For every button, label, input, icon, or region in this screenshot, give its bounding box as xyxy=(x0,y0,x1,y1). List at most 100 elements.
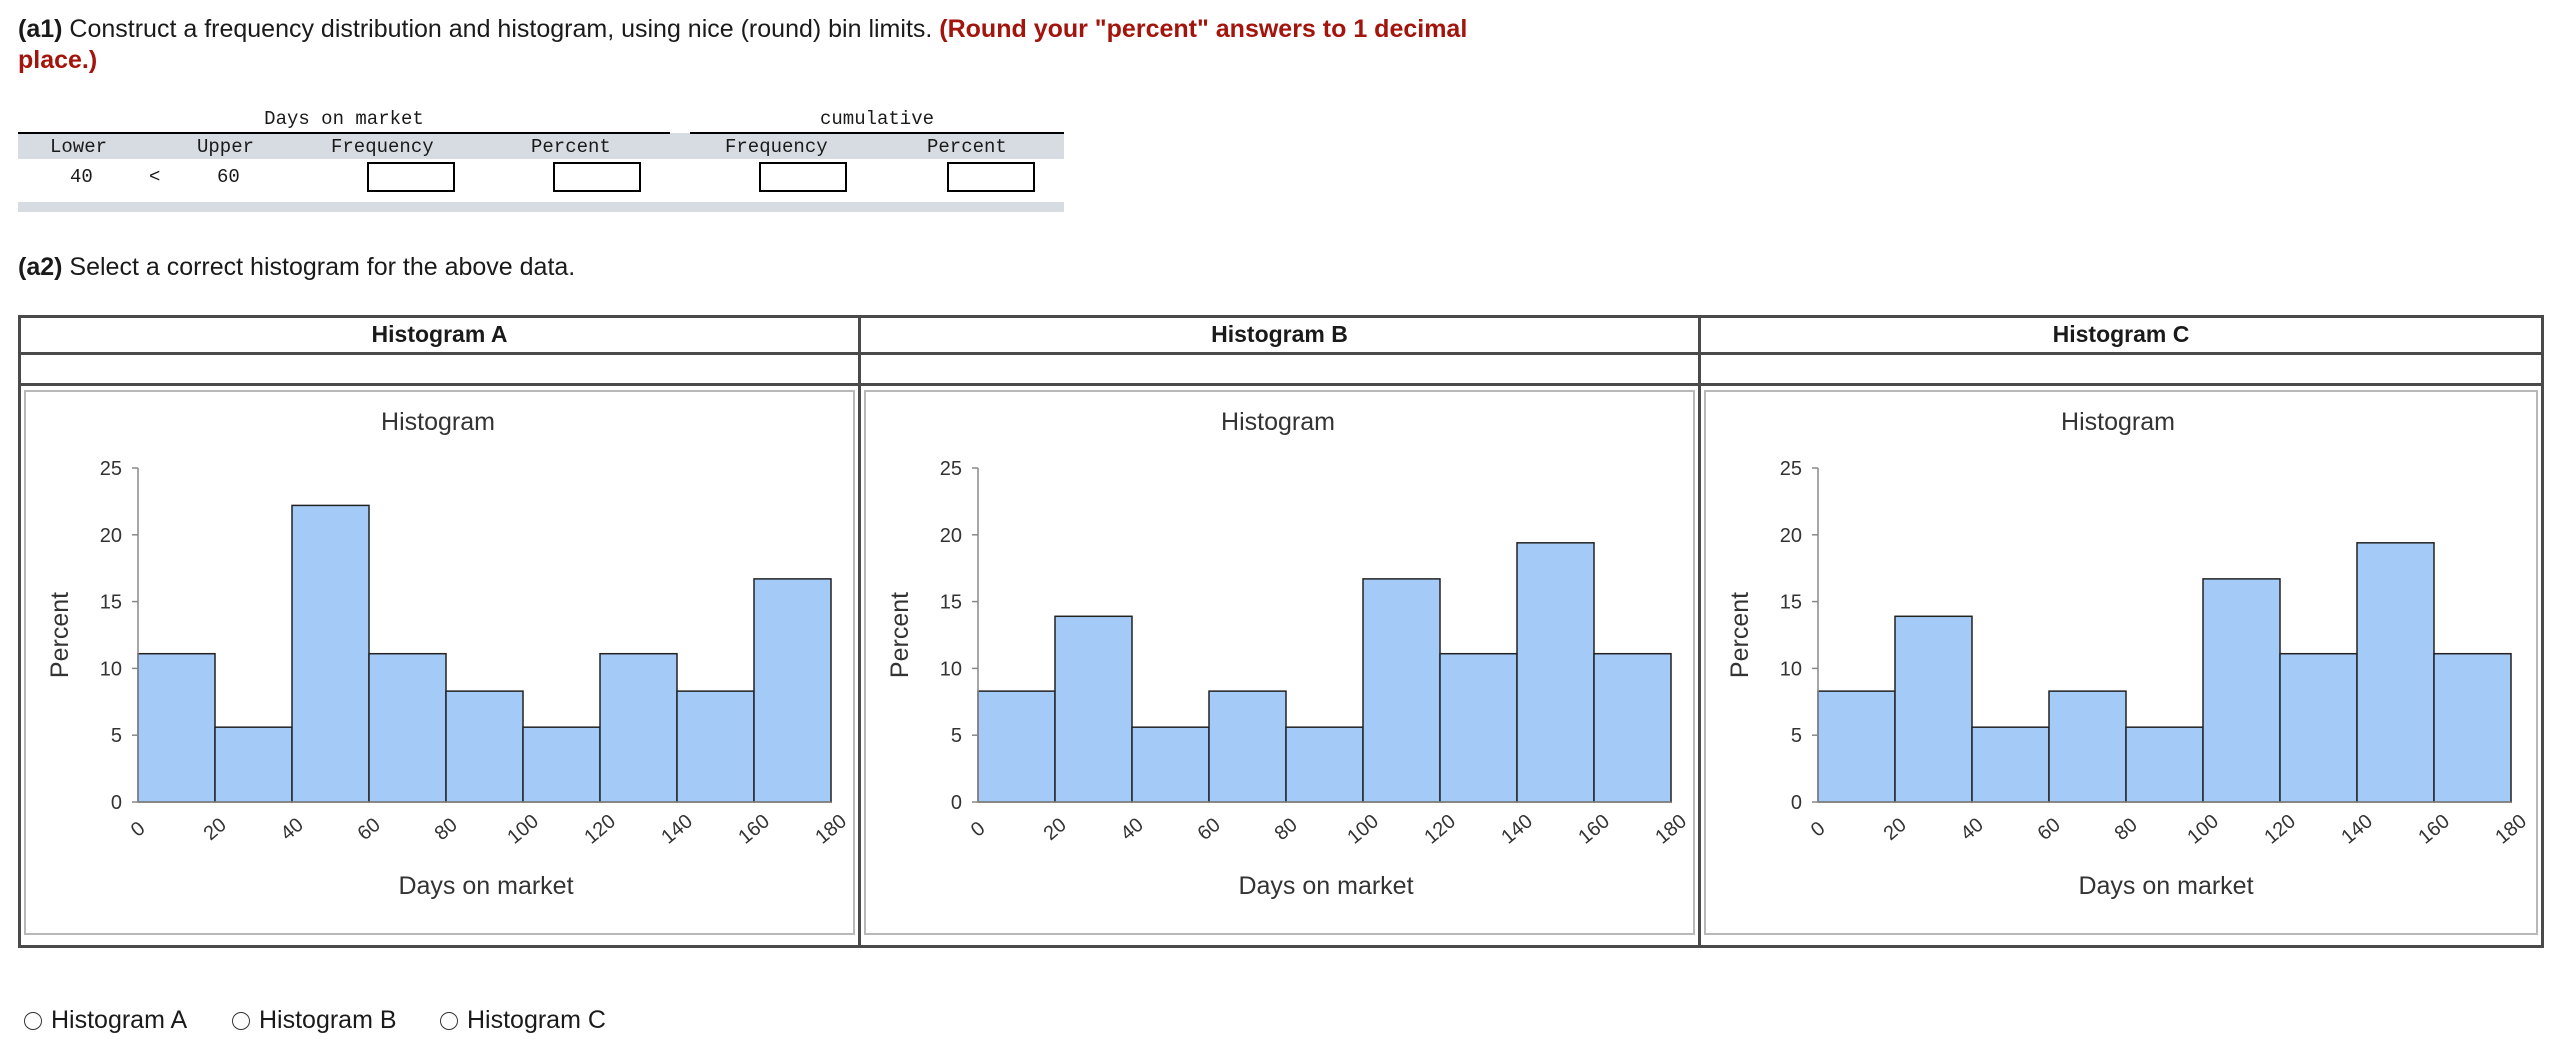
histogram-bar xyxy=(2356,542,2435,803)
y-tick-label: 20 xyxy=(1780,525,1802,547)
histogram-bar xyxy=(753,578,832,803)
x-tick-label: 20 xyxy=(200,814,231,845)
y-tick-label: 20 xyxy=(100,525,122,547)
x-tick-label: 20 xyxy=(1880,814,1911,845)
radio-histogram-b[interactable] xyxy=(232,1011,250,1030)
option-histogram-c[interactable]: Histogram C xyxy=(440,1006,606,1035)
y-tick-label: 10 xyxy=(100,658,122,680)
x-tick-label: 100 xyxy=(503,810,543,848)
x-tick-label: 120 xyxy=(2260,810,2300,848)
histogram-bar xyxy=(1817,690,1896,803)
question-a1-rounding-note: (Round your "percent" answers to 1 decim… xyxy=(18,15,1468,74)
histogram-bar xyxy=(368,652,447,803)
x-axis-label: Days on market xyxy=(398,872,573,900)
x-tick-label: 0 xyxy=(967,817,990,841)
cumulative-percent-input[interactable] xyxy=(947,162,1035,192)
histogram-a-panel: Histogram A Histogram 0 5 10 15 20 25 0 20 40 60 80… xyxy=(21,318,858,945)
row-less-than-sign: < xyxy=(149,166,161,188)
chart-title: Histogram xyxy=(381,408,495,436)
y-tick-label: 25 xyxy=(1780,458,1802,480)
y-tick-label: 10 xyxy=(1780,658,1802,680)
x-tick-label: 160 xyxy=(734,810,774,848)
grid-row-divider-1 xyxy=(21,352,2541,355)
question-a1-label: (a1) xyxy=(18,15,63,43)
histogram-bar xyxy=(1439,652,1518,803)
days-group-underline xyxy=(18,132,670,134)
percent-input[interactable] xyxy=(553,162,641,192)
y-axis-label: Percent xyxy=(46,592,74,678)
y-tick-label: 15 xyxy=(1780,592,1802,614)
frequency-table: Days on market cumulative Lower Upper Fr… xyxy=(18,108,1064,212)
option-histogram-b-label: Histogram B xyxy=(259,1006,397,1034)
x-tick-label: 40 xyxy=(277,814,308,845)
y-tick-label: 5 xyxy=(951,725,962,747)
x-tick-label: 60 xyxy=(1194,814,1225,845)
y-tick-label: 0 xyxy=(1791,792,1802,814)
x-tick-label: 20 xyxy=(1040,814,1071,845)
histogram-choices-grid: Histogram A Histogram 0 5 10 15 20 25 0 20 40 60 80… xyxy=(18,315,2544,948)
question-a2-label: (a2) xyxy=(18,253,63,281)
histogram-bar xyxy=(1131,726,1210,803)
x-tick-label: 80 xyxy=(431,814,462,845)
y-tick-label: 5 xyxy=(111,725,122,747)
histogram-b-header: Histogram B xyxy=(1211,321,1348,347)
histogram-c-header: Histogram C xyxy=(2052,321,2190,347)
histogram-bar xyxy=(2202,578,2281,803)
y-tick-label: 5 xyxy=(1791,725,1802,747)
histogram-bar xyxy=(1054,615,1133,803)
x-tick-label: 100 xyxy=(1343,810,1383,848)
row-upper-value: 60 xyxy=(217,166,240,188)
question-a2-text: Select a correct histogram for the above… xyxy=(62,253,576,281)
histogram-b-chart: Histogram 0 5 10 15 20 25 0 20 40 60 80 100 120 140 160… xyxy=(886,408,1691,900)
histogram-bar xyxy=(1208,690,1287,803)
header-cumulative-percent: Percent xyxy=(927,136,1007,158)
table-header-band xyxy=(18,133,1064,159)
histogram-bar xyxy=(599,652,678,803)
y-tick-label: 0 xyxy=(951,792,962,814)
grid-column-divider-2 xyxy=(1698,318,1701,945)
histogram-b-chart-frame: Histogram 0 5 10 15 20 25 0 20 40 60 80 100 120 140 160… xyxy=(864,390,1695,935)
histogram-bar xyxy=(1971,726,2050,803)
y-tick-label: 25 xyxy=(940,458,962,480)
x-tick-label: 180 xyxy=(2491,810,2531,848)
x-tick-label: 40 xyxy=(1117,814,1148,845)
histogram-c-chart-frame: Histogram 0 5 10 15 20 25 0 20 40 60 80 100 120 140 160… xyxy=(1704,390,2538,935)
header-cumulative-frequency: Frequency xyxy=(725,136,828,158)
cumulative-group-header: cumulative xyxy=(819,108,935,130)
x-tick-label: 140 xyxy=(2337,810,2377,848)
histogram-bar xyxy=(2279,652,2358,803)
histogram-a-chart-frame: Histogram 0 5 10 15 20 25 0 20 40 60 80 100 120 140 160… xyxy=(24,390,855,935)
y-tick-label: 10 xyxy=(940,658,962,680)
radio-histogram-c[interactable] xyxy=(440,1011,458,1030)
x-tick-label: 180 xyxy=(1651,810,1691,848)
chart-title: Histogram xyxy=(2061,408,2175,436)
cumulative-frequency-input[interactable] xyxy=(759,162,847,192)
histogram-c-chart: Histogram 0 5 10 15 20 25 0 20 40 60 80 100 120 140 160… xyxy=(1726,408,2531,900)
x-tick-label: 140 xyxy=(1497,810,1537,848)
question-a2-instructions: (a2) Select a correct histogram for the … xyxy=(18,252,575,283)
row-lower-value: 40 xyxy=(70,166,93,188)
histogram-bar xyxy=(522,726,601,803)
x-axis-label: Days on market xyxy=(1238,872,1413,900)
x-tick-label: 0 xyxy=(127,817,150,841)
frequency-input[interactable] xyxy=(367,162,455,192)
y-axis-label: Percent xyxy=(1726,592,1754,678)
option-histogram-a-label: Histogram A xyxy=(51,1006,188,1034)
radio-histogram-a[interactable] xyxy=(24,1011,42,1030)
x-tick-label: 40 xyxy=(1957,814,1988,845)
option-histogram-a[interactable]: Histogram A xyxy=(24,1006,187,1035)
header-frequency: Frequency xyxy=(331,136,434,158)
histogram-a-header: Histogram A xyxy=(371,321,508,347)
header-lower: Lower xyxy=(50,136,108,158)
histogram-b-panel: Histogram B Histogram 0 5 10 15 20 25 0 20 40 60 80… xyxy=(861,318,1698,945)
x-tick-label: 100 xyxy=(2183,810,2223,848)
y-tick-label: 20 xyxy=(940,525,962,547)
cumulative-group-underline xyxy=(690,132,1064,134)
histogram-bar xyxy=(2125,726,2204,803)
x-tick-label: 0 xyxy=(1807,817,1830,841)
histogram-bar xyxy=(1362,578,1441,803)
x-tick-label: 160 xyxy=(1574,810,1614,848)
option-histogram-b[interactable]: Histogram B xyxy=(232,1006,397,1035)
table-footer-band xyxy=(18,202,1064,212)
histogram-c-panel: Histogram C Histogram 0 5 10 15 20 25 0 20 40 60 80… xyxy=(1701,318,2541,945)
